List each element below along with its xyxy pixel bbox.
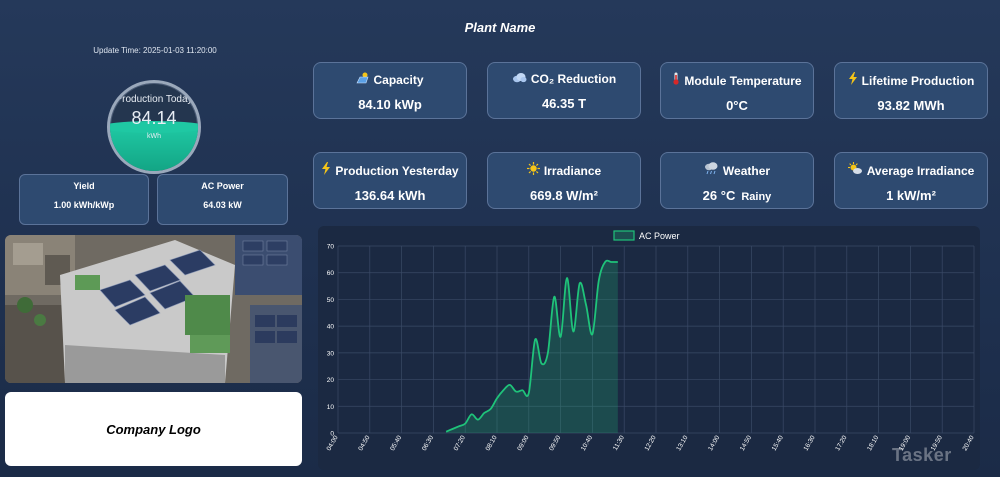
lifetime-production-card: Lifetime Production 93.82 MWh — [834, 62, 988, 119]
yield-title: Yield — [73, 181, 95, 191]
y-tick-label: 40 — [327, 324, 335, 331]
irradiance-title: Irradiance — [543, 164, 602, 178]
x-tick-label: 16:30 — [803, 434, 817, 452]
x-tick-label: 09:00 — [516, 434, 530, 452]
ac-power-area — [446, 260, 618, 433]
x-tick-label: 04:00 — [326, 434, 340, 452]
y-tick-label: 70 — [327, 244, 335, 251]
module-temperature-title: Module Temperature — [684, 74, 802, 88]
x-tick-label: 12:20 — [644, 434, 658, 452]
plant-title: Plant Name — [464, 20, 536, 35]
lightning-icon — [848, 72, 858, 88]
average-irradiance-card: Average Irradiance 1 kW/m² — [834, 152, 988, 209]
x-tick-label: 11:30 — [612, 434, 626, 452]
production-yesterday-card: Production Yesterday 136.64 kWh — [313, 152, 467, 209]
y-tick-label: 0 — [330, 431, 334, 438]
weather-temperature: 26 °C — [702, 188, 736, 203]
legend-label: AC Power — [639, 231, 680, 241]
x-tick-label: 10:40 — [580, 434, 594, 452]
cloud-icon — [512, 72, 527, 86]
sun-cloud-icon — [847, 162, 863, 178]
weather-card: Weather 26 °C Rainy — [660, 152, 814, 209]
x-tick-label: 05:40 — [389, 434, 403, 452]
module-temperature-card: Module Temperature 0°C — [660, 62, 814, 119]
ac-power-card: AC Power 64.03 kW — [157, 174, 288, 225]
co2-title: CO₂ Reduction — [530, 72, 617, 86]
y-tick-label: 60 — [327, 270, 335, 277]
tasker-watermark: Tasker — [892, 445, 952, 465]
company-logo: Company Logo — [5, 392, 302, 466]
x-tick-label: 06:30 — [421, 434, 435, 452]
solar-panel-icon — [356, 72, 369, 87]
x-tick-label: 08:10 — [485, 434, 499, 452]
irradiance-card: Irradiance 669.8 W/m² — [487, 152, 641, 209]
x-tick-label: 14:00 — [707, 434, 721, 452]
ac-power-value: 64.03 kW — [203, 200, 242, 210]
gauge-label: Production Today — [115, 94, 193, 105]
capacity-card: Capacity 84.10 kWp — [313, 62, 467, 119]
average-irradiance-title: Average Irradiance — [866, 164, 975, 178]
rain-cloud-icon — [704, 162, 719, 178]
ac-power-chart-svg: 0 10 20 30 40 50 60 70 04:00 04:50 05:40 06:30 07:20… — [326, 230, 976, 452]
weather-condition: Rainy — [741, 191, 772, 203]
y-tick-label: 10 — [327, 404, 335, 411]
gauge-liquid-fill — [110, 121, 198, 171]
lightning-icon — [321, 162, 331, 178]
x-tick-label: 04:50 — [357, 434, 371, 452]
lifetime-production-title: Lifetime Production — [861, 74, 975, 88]
x-tick-label: 18:10 — [866, 434, 880, 452]
irradiance-value: 669.8 W/m² — [530, 188, 598, 203]
legend-swatch — [613, 230, 635, 241]
lifetime-production-value: 93.82 MWh — [877, 98, 945, 113]
co2-value: 46.35 T — [541, 96, 587, 111]
x-tick-label: 13:10 — [675, 434, 689, 452]
gauge-value: 84.14 — [131, 108, 177, 128]
x-tick-label: 07:20 — [453, 434, 467, 452]
average-irradiance-value: 1 kW/m² — [886, 188, 936, 203]
plant-aerial-photo — [5, 235, 302, 383]
production-yesterday-title: Production Yesterday — [335, 164, 459, 178]
production-today-gauge: Production Today 84.14 kWh — [107, 80, 201, 174]
y-tick-label: 50 — [327, 297, 335, 304]
yield-card: Yield 1.00 kWh/kWp — [19, 174, 149, 225]
ac-power-line — [445, 259, 618, 433]
capacity-value: 84.10 kWp — [358, 97, 422, 112]
x-tick-label: 09:50 — [548, 434, 562, 452]
gauge-unit: kWh — [147, 133, 161, 140]
ac-power-title: AC Power — [201, 181, 244, 191]
x-tick-label: 15:40 — [771, 434, 785, 452]
production-yesterday-value: 136.64 kWh — [354, 188, 426, 203]
capacity-title: Capacity — [373, 73, 424, 87]
thermometer-icon — [672, 72, 680, 88]
ac-power-chart: 0 10 20 30 40 50 60 70 04:00 04:50 05:40 06:30 07:20… — [318, 226, 980, 470]
module-temperature-value: 0°C — [726, 98, 748, 113]
co2-card: CO₂ Reduction 46.35 T — [487, 62, 641, 119]
y-tick-label: 30 — [327, 350, 335, 357]
x-tick-label: 17:20 — [834, 434, 848, 452]
y-tick-label: 20 — [327, 377, 335, 384]
sun-icon — [526, 162, 540, 178]
weather-title: Weather — [722, 164, 771, 178]
yield-value: 1.00 kWh/kWp — [53, 200, 115, 210]
x-tick-label: 14:50 — [739, 434, 753, 452]
x-tick-label: 20:40 — [962, 434, 976, 452]
update-time: Update Time: 2025-01-03 11:20:00 — [93, 46, 217, 55]
